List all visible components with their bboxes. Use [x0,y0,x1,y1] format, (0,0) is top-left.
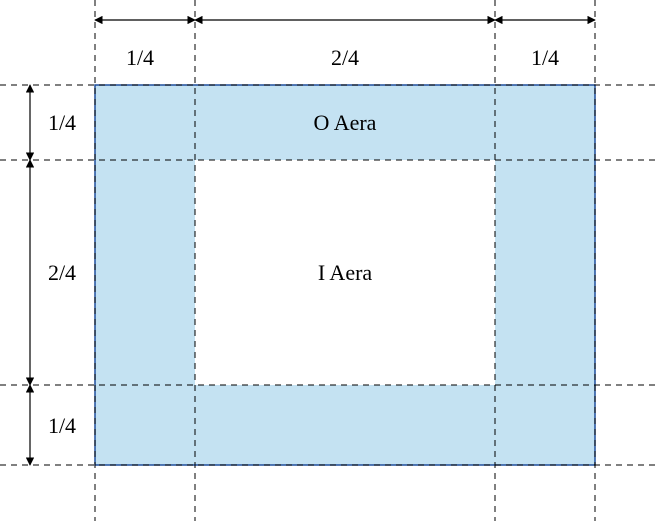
left-dim-label-2: 1/4 [48,413,76,438]
left-dimension-arrows: 1/4 2/4 1/4 [30,85,76,465]
top-dim-label-2: 1/4 [531,45,559,70]
left-dim-label-1: 2/4 [48,260,76,285]
top-dim-label-1: 2/4 [331,45,359,70]
outer-area-label: O Aera [314,110,377,135]
diagram-canvas: 1/4 2/4 1/4 1/4 2/4 1/4 O Aera I Aera [0,0,655,521]
top-dim-label-0: 1/4 [126,45,154,70]
left-dim-label-0: 1/4 [48,110,76,135]
inner-area-label: I Aera [318,260,373,285]
top-dimension-arrows: 1/4 2/4 1/4 [95,20,595,70]
